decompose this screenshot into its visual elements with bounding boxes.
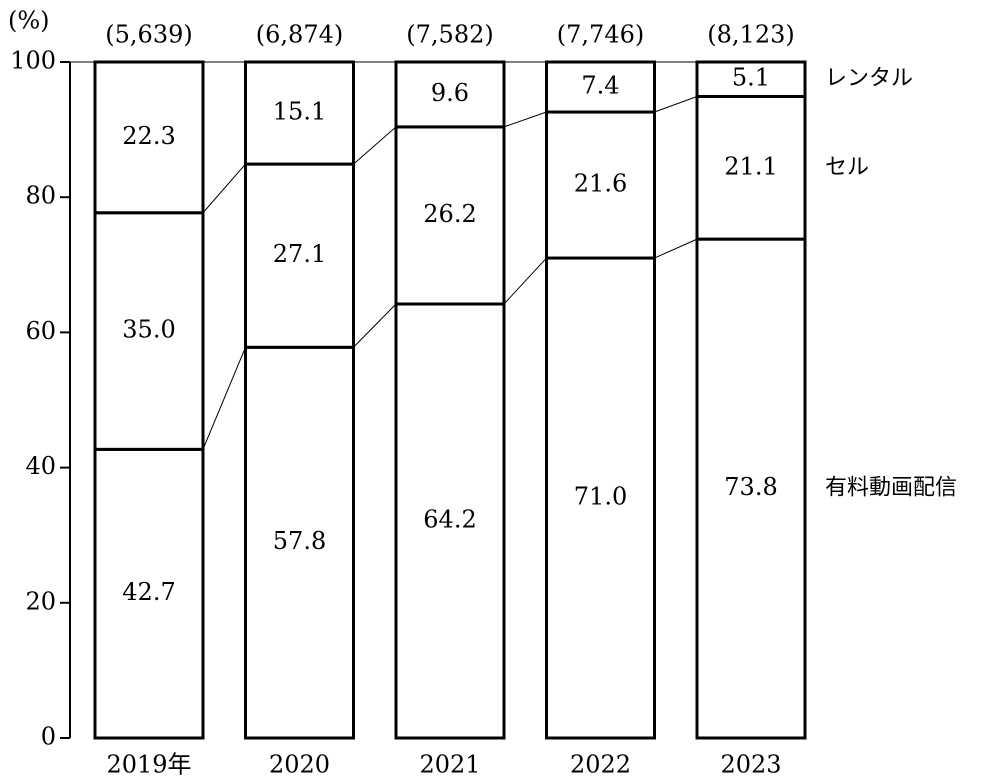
connector xyxy=(353,126,397,165)
value-label: 64.2 xyxy=(423,506,476,534)
value-label: 5.1 xyxy=(732,64,770,92)
bar-segment xyxy=(244,345,355,740)
value-label: 27.1 xyxy=(273,240,326,268)
bar-segment xyxy=(394,125,506,306)
connector xyxy=(202,163,246,214)
total-label: (6,874) xyxy=(256,21,343,49)
value-label: 35.0 xyxy=(122,316,175,344)
y-tick-label: 60 xyxy=(25,317,56,345)
bar-segment xyxy=(545,60,656,114)
x-tick-label: 2022 xyxy=(570,751,631,779)
y-tick-label: 40 xyxy=(25,452,56,480)
bar-segment xyxy=(545,256,656,740)
value-label: 42.7 xyxy=(122,578,175,606)
y-tick-label: 100 xyxy=(10,47,56,75)
x-tick-label: 2019年 xyxy=(106,751,191,779)
bar-segment xyxy=(244,60,355,166)
total-label: (7,582) xyxy=(406,21,493,49)
bar-segment xyxy=(93,60,205,215)
y-tick-label: 0 xyxy=(41,723,56,751)
bar-segment xyxy=(93,211,205,451)
bar-segment xyxy=(695,237,807,740)
bar-segment xyxy=(545,110,656,260)
legend-label: レンタル xyxy=(825,66,913,91)
total-label: (5,639) xyxy=(105,21,192,49)
connector xyxy=(202,347,246,450)
x-tick-label: 2021 xyxy=(419,751,480,779)
value-label: 21.1 xyxy=(724,152,777,180)
bar-segment xyxy=(244,162,355,349)
value-label: 22.3 xyxy=(122,122,175,150)
value-label: 15.1 xyxy=(273,98,326,126)
y-axis-label: (%) xyxy=(8,7,50,35)
value-label: 21.6 xyxy=(574,170,627,198)
value-label: 7.4 xyxy=(581,72,619,100)
total-label: (8,123) xyxy=(707,21,794,49)
total-label: (7,746) xyxy=(557,21,644,49)
bar-segment xyxy=(93,447,205,740)
bar-segment xyxy=(394,60,506,129)
value-label: 26.2 xyxy=(423,200,476,228)
legend-label: セル xyxy=(825,155,869,180)
y-tick-label: 80 xyxy=(25,182,56,210)
value-label: 71.0 xyxy=(574,483,627,511)
y-tick-label: 20 xyxy=(25,587,56,615)
x-tick-label: 2023 xyxy=(720,751,781,779)
connector xyxy=(654,96,698,113)
connector xyxy=(654,238,698,259)
connector xyxy=(503,257,547,305)
bar-segment xyxy=(695,60,807,98)
value-label: 73.8 xyxy=(724,473,777,501)
connector xyxy=(353,303,397,348)
value-label: 57.8 xyxy=(273,527,326,555)
x-tick-label: 2020 xyxy=(269,751,330,779)
value-label: 9.6 xyxy=(431,79,469,107)
legend-label: 有料動画配信 xyxy=(825,476,957,501)
connector xyxy=(503,111,547,128)
